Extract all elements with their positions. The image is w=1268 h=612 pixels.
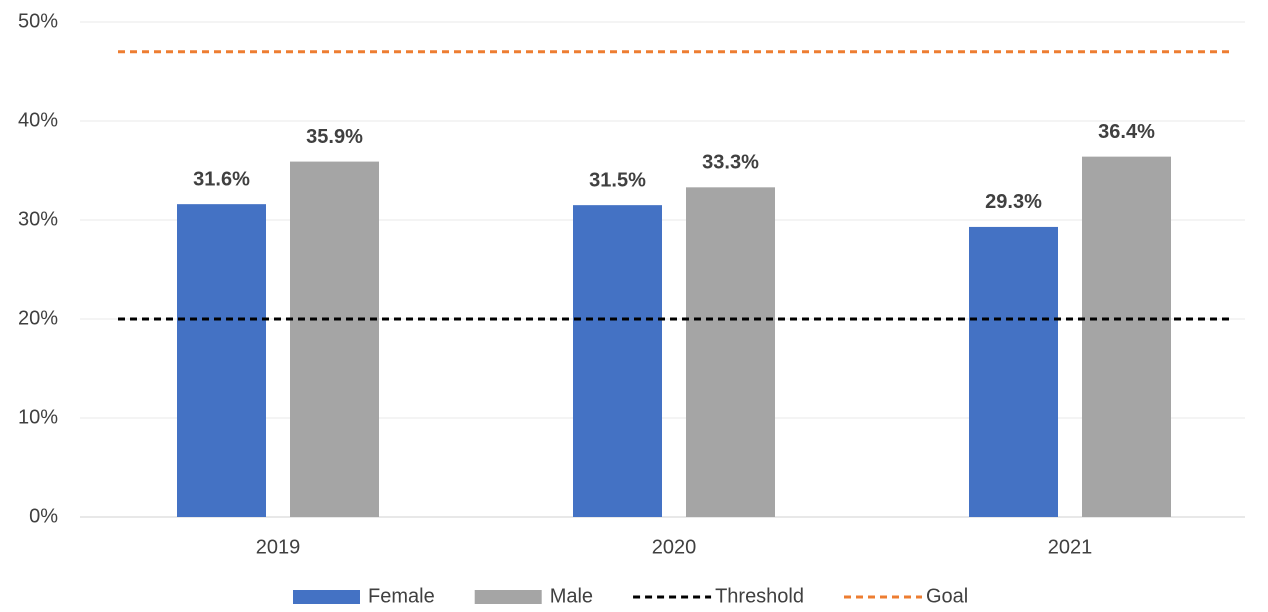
x-tick-label: 2020 — [652, 536, 697, 558]
value-label: 33.3% — [702, 152, 759, 174]
value-label: 31.5% — [589, 169, 646, 191]
legend-label: Goal — [926, 585, 968, 607]
legend-label: Male — [550, 585, 593, 607]
value-label: 35.9% — [306, 126, 363, 148]
y-tick-label: 50% — [18, 10, 58, 32]
y-tick-label: 40% — [18, 109, 58, 131]
bar — [177, 204, 266, 517]
bar — [573, 205, 662, 517]
bar — [969, 226, 1058, 517]
value-label: 31.6% — [193, 168, 250, 190]
legend-label: Threshold — [715, 585, 804, 607]
x-tick-label: 2019 — [256, 536, 301, 558]
legend-swatch — [474, 590, 542, 604]
legend-label: Female — [368, 585, 435, 607]
legend-swatch — [293, 590, 360, 604]
bar — [290, 161, 379, 517]
y-tick-label: 10% — [18, 406, 58, 428]
y-tick-label: 0% — [29, 505, 58, 527]
bar — [1082, 156, 1171, 517]
value-label: 29.3% — [985, 191, 1042, 213]
bar — [686, 187, 775, 517]
y-tick-label: 30% — [18, 208, 58, 230]
value-label: 36.4% — [1098, 121, 1155, 143]
x-tick-label: 2021 — [1048, 536, 1093, 558]
y-tick-label: 20% — [18, 307, 58, 329]
